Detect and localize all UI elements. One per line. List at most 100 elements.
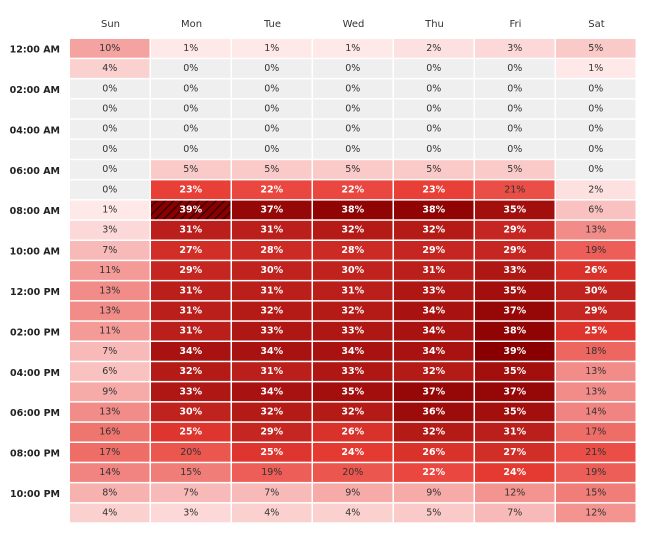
cell-value-label: 0% [588, 144, 603, 155]
cell-value-label: 19% [261, 467, 282, 478]
heatmap-cell [556, 200, 636, 220]
cell-value-label: 3% [507, 43, 522, 54]
cell-value-label: 9% [102, 386, 117, 397]
cell-value-label: 11% [99, 326, 120, 337]
cell-value-label: 13% [99, 285, 120, 296]
heatmap-cell [232, 301, 312, 321]
heatmap-cell [394, 99, 474, 119]
cell-value-label: 31% [179, 225, 202, 236]
heatmap-cell [556, 220, 636, 240]
heatmap-cell [70, 342, 150, 361]
heatmap-cell [313, 301, 393, 321]
heatmap-cell [232, 180, 312, 200]
heatmap-cell [151, 220, 231, 240]
cell-value-label: 31% [422, 265, 445, 276]
heatmap-cell [556, 382, 636, 402]
time-axis: 12:00 AM 02:00 AM 04:00 AM 06:00 AM 08:00 AM… [10, 45, 60, 500]
heatmap-cell [313, 180, 393, 200]
cell-value-label: 30% [179, 406, 202, 417]
heatmap-cell [394, 59, 474, 78]
heatmap-cell [232, 402, 312, 422]
cell-value-label: 0% [588, 83, 603, 94]
cell-value-label: 35% [503, 406, 526, 417]
heatmap-cell [313, 140, 393, 159]
heatmap-cell [313, 39, 393, 58]
cell-value-label: 12% [585, 507, 606, 518]
cell-value-label: 32% [341, 305, 364, 316]
heatmap-cell [313, 160, 393, 179]
heatmap-cell [151, 443, 231, 462]
cell-value-label: 23% [179, 184, 202, 195]
cell-value-label: 29% [422, 245, 445, 256]
cell-value-label: 28% [341, 245, 364, 256]
heatmap-cell [556, 463, 636, 482]
cell-value-label: 7% [264, 487, 279, 498]
heatmap-cell [556, 503, 636, 523]
cell-value-label: 5% [183, 164, 198, 175]
cell-value-label: 0% [183, 124, 198, 135]
heatmap-cell [313, 79, 393, 99]
heatmap-cell [394, 503, 474, 523]
cell-value-label: 5% [507, 164, 522, 175]
heatmap-cell [556, 342, 636, 361]
heatmap-cell [475, 362, 555, 381]
heatmap-cell [151, 200, 231, 220]
heatmap-cell [475, 180, 555, 200]
cell-value-label: 20% [342, 467, 363, 478]
cell-value-label: 4% [264, 507, 279, 518]
heatmap-cell [394, 362, 474, 381]
time-label: 08:00 PM [10, 449, 60, 460]
cell-value-label: 0% [264, 144, 279, 155]
heatmap-cell [151, 362, 231, 381]
cell-value-label: 37% [422, 386, 445, 397]
cell-value-label: 29% [260, 427, 283, 438]
heatmap-cell [70, 483, 150, 503]
cell-value-label: 21% [504, 184, 525, 195]
heatmap-cell [70, 119, 150, 139]
heatmap-cell [70, 503, 150, 523]
cell-value-label: 26% [341, 427, 364, 438]
cell-value-label: 38% [503, 326, 526, 337]
heatmap-cell [475, 483, 555, 503]
heatmap-cell [394, 180, 474, 200]
heatmap-cell [313, 362, 393, 381]
cell-value-label: 3% [102, 225, 117, 236]
heatmap-cell [313, 241, 393, 260]
cell-value-label: 4% [102, 507, 117, 518]
cell-value-label: 0% [426, 124, 441, 135]
heatmap-cell [556, 140, 636, 159]
cell-value-label: 0% [426, 144, 441, 155]
heatmap-cell [151, 422, 231, 442]
cell-value-label: 0% [264, 103, 279, 114]
time-label: 06:00 PM [10, 408, 60, 419]
heatmap-cell [70, 140, 150, 159]
heatmap-cell [556, 79, 636, 99]
heatmap-cell [313, 59, 393, 78]
cell-value-label: 33% [341, 366, 364, 377]
heatmap-cell [70, 261, 150, 280]
cell-value-label: 30% [341, 265, 364, 276]
heatmap-cell [475, 119, 555, 139]
cell-value-label: 0% [102, 103, 117, 114]
cell-value-label: 1% [345, 43, 360, 54]
heatmap-cell [70, 402, 150, 422]
heatmap-cell [475, 160, 555, 179]
heatmap-cell [475, 463, 555, 482]
heatmap-cell [151, 241, 231, 260]
heatmap-cell [394, 382, 474, 402]
heatmap-cell [313, 382, 393, 402]
cell-value-label: 32% [260, 406, 283, 417]
cell-value-label: 0% [102, 144, 117, 155]
cell-value-label: 0% [507, 103, 522, 114]
cell-value-label: 13% [585, 366, 606, 377]
heatmap-cell [232, 160, 312, 179]
cell-value-label: 32% [422, 427, 445, 438]
heatmap-cell [394, 261, 474, 280]
cell-value-label: 0% [426, 83, 441, 94]
cell-value-label: 6% [102, 366, 117, 377]
cell-value-label: 0% [264, 63, 279, 74]
cell-value-label: 33% [422, 285, 445, 296]
heatmap-cell [232, 261, 312, 280]
heatmap-cell [151, 281, 231, 301]
heatmap-cell [313, 443, 393, 462]
